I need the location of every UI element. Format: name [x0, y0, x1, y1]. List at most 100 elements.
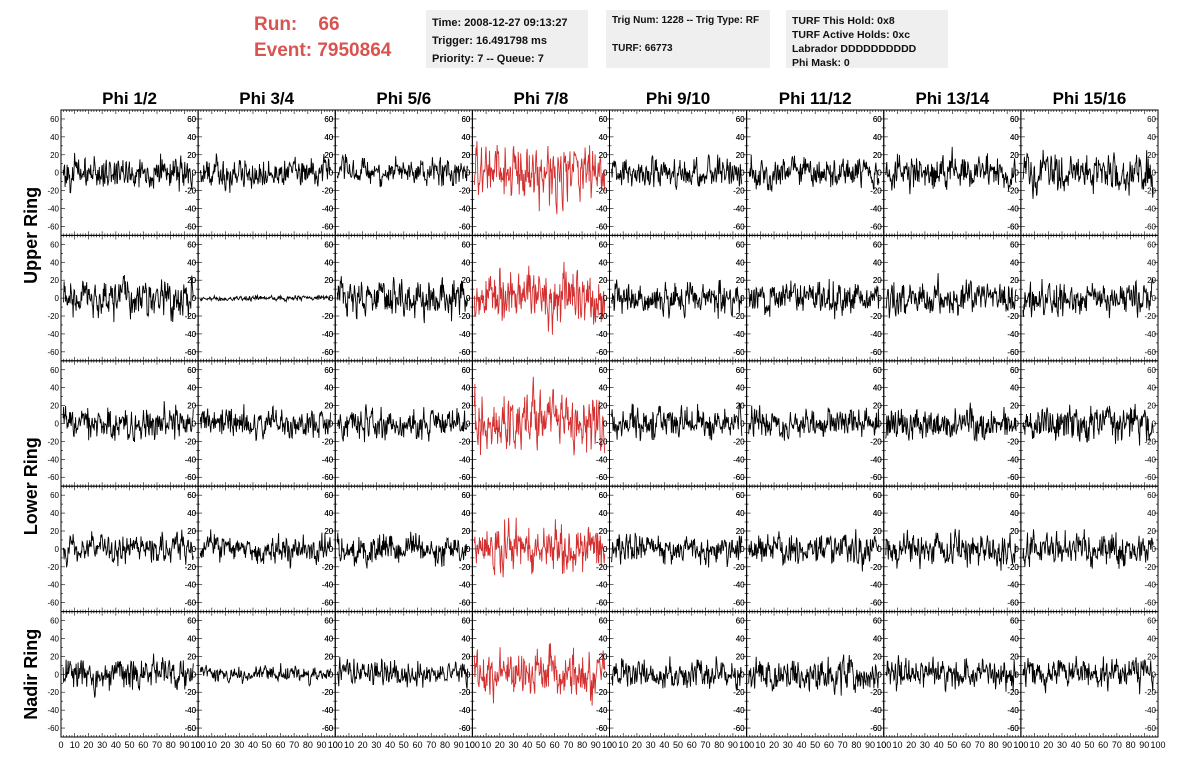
y-tick-label: 0	[55, 545, 60, 554]
y-tick-label: 0	[1014, 169, 1019, 178]
y-tick-label: 40	[599, 133, 608, 142]
y-tick-label: -20	[870, 312, 882, 321]
y-tick-label: -40	[596, 330, 608, 339]
y-tick-label: 40	[324, 509, 333, 518]
y-tick-label: -20	[459, 187, 471, 196]
y-tick-label: -20	[185, 312, 197, 321]
y-tick-label: 60	[873, 240, 882, 249]
y-tick-label: 20	[187, 151, 196, 160]
y-tick-label: -20	[322, 563, 334, 572]
y-tick-label: 20	[873, 151, 882, 160]
turf-info-panel: TURF This Hold: 0x8 TURF Active Holds: 0…	[786, 10, 948, 69]
y-tick-label: 20	[736, 276, 745, 285]
y-tick-label: 20	[324, 527, 333, 536]
y-tick-label: -40	[322, 205, 334, 214]
y-tick-label: -40	[47, 455, 59, 464]
waveform-trace	[473, 517, 606, 578]
y-tick-label: 40	[1147, 384, 1156, 393]
y-tick-label: 60	[50, 115, 59, 124]
y-tick-label: -20	[185, 563, 197, 572]
y-tick-label: -40	[322, 455, 334, 464]
y-tick-label: -60	[185, 599, 197, 608]
y-tick-label: 40	[1010, 384, 1019, 393]
y-tick-label: 0	[740, 294, 745, 303]
y-tick-label: -60	[870, 222, 882, 231]
y-tick-label: 0	[466, 420, 471, 429]
y-tick-label: -20	[47, 688, 59, 697]
waveform-trace	[199, 529, 331, 569]
y-tick-label: -60	[733, 599, 745, 608]
y-tick-label: 60	[461, 115, 470, 124]
y-tick-label: 20	[599, 276, 608, 285]
y-tick-label: 60	[599, 240, 608, 249]
y-tick-label: 20	[187, 652, 196, 661]
y-tick-label: -20	[322, 437, 334, 446]
y-tick-label: -20	[1007, 312, 1019, 321]
y-tick-label: 60	[324, 491, 333, 500]
y-tick-label: -40	[459, 330, 471, 339]
y-tick-label: -20	[47, 187, 59, 196]
y-tick-label: -40	[459, 330, 471, 339]
row-label: Lower Ring	[21, 437, 41, 535]
y-tick-label: -20	[1007, 437, 1019, 446]
waveform-trace	[199, 293, 331, 304]
y-tick-label: 40	[1147, 509, 1156, 518]
y-tick-label: 20	[187, 276, 196, 285]
y-tick-label: 20	[461, 402, 470, 411]
y-tick-label: 0	[1014, 545, 1019, 554]
y-tick-label: -20	[459, 437, 471, 446]
y-tick-label: -60	[185, 348, 197, 357]
labrador-text: Labrador DDDDDDDDDD	[792, 43, 917, 55]
y-tick-label: 20	[873, 151, 882, 160]
y-tick-label: 0	[329, 420, 334, 429]
y-tick-label: -40	[1007, 330, 1019, 339]
y-tick-label: -40	[322, 455, 334, 464]
y-tick-label: 20	[873, 276, 882, 285]
y-tick-label: -60	[870, 599, 882, 608]
y-tick-label: -40	[870, 455, 882, 464]
y-tick-label: 40	[461, 133, 470, 142]
y-tick-label: 60	[324, 240, 333, 249]
y-tick-label: 20	[461, 276, 470, 285]
y-tick-label: -20	[47, 437, 59, 446]
y-tick-label: 40	[873, 133, 882, 142]
y-tick-label: -40	[185, 330, 197, 339]
y-tick-label: -20	[322, 437, 334, 446]
y-tick-label: 40	[187, 133, 196, 142]
y-tick-label: -40	[1007, 205, 1019, 214]
y-tick-label: 0	[1152, 545, 1157, 554]
y-tick-label: -40	[596, 455, 608, 464]
y-tick-label: -60	[596, 348, 608, 357]
turf-text: TURF: 66773	[612, 43, 673, 54]
event-value: 7950864	[317, 40, 392, 61]
y-tick-label: -40	[733, 581, 745, 590]
event-label: Event:	[254, 40, 313, 61]
y-tick-label: 20	[873, 527, 882, 536]
y-tick-label: 40	[736, 258, 745, 267]
y-tick-label: -60	[733, 222, 745, 231]
y-tick-label: 0	[329, 294, 334, 303]
waveform-trace	[885, 402, 1017, 442]
y-tick-label: -40	[733, 455, 745, 464]
y-tick-label: 60	[1010, 240, 1019, 249]
y-tick-label: 60	[1010, 115, 1019, 124]
y-tick-label: -40	[733, 330, 745, 339]
y-tick-label: 60	[1010, 366, 1019, 375]
y-tick-label: -40	[870, 581, 882, 590]
y-tick-label: 0	[877, 420, 882, 429]
y-tick-label: 60	[1147, 240, 1156, 249]
y-tick-label: 40	[461, 509, 470, 518]
y-tick-label: -40	[459, 205, 471, 214]
y-tick-label: 40	[1147, 258, 1156, 267]
y-tick-label: -20	[870, 312, 882, 321]
y-tick-label: -60	[185, 348, 197, 357]
y-tick-label: 60	[187, 115, 196, 124]
y-tick-label: -60	[596, 473, 608, 482]
y-tick-label: 0	[877, 169, 882, 178]
y-tick-label: 40	[461, 384, 470, 393]
y-tick-label: -20	[1144, 437, 1156, 446]
y-tick-label: 60	[461, 491, 470, 500]
y-tick-label: -40	[322, 330, 334, 339]
y-tick-label: 40	[599, 384, 608, 393]
y-tick-label: 40	[1010, 384, 1019, 393]
